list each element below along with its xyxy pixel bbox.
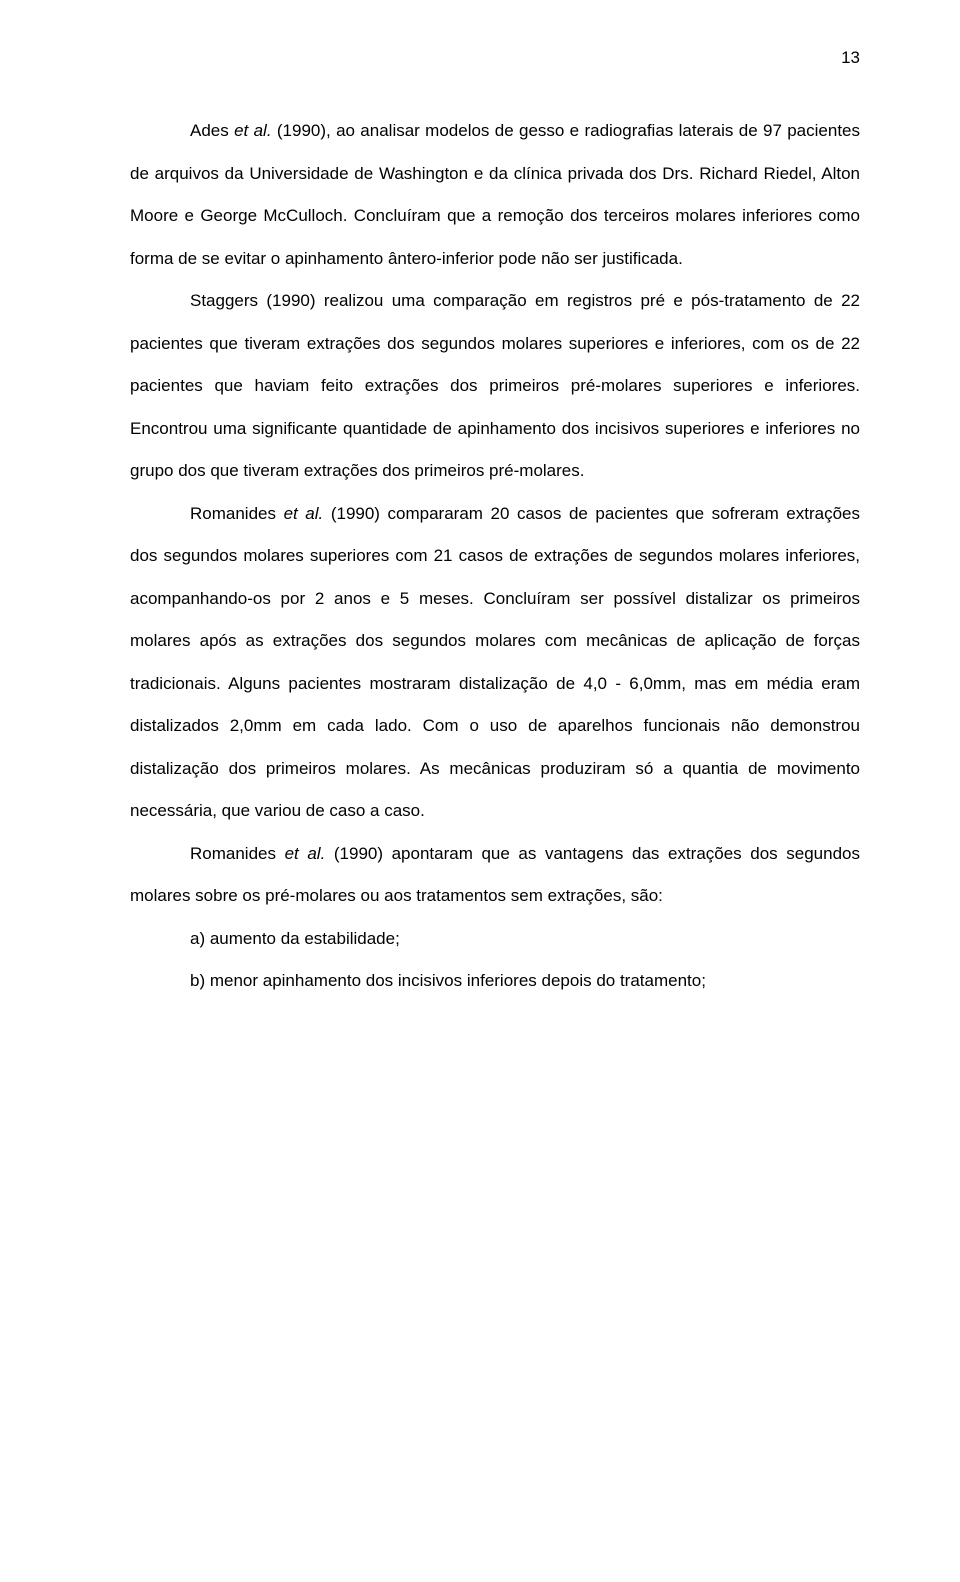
page-number: 13 <box>841 48 860 68</box>
paragraph-4: Romanides et al. (1990) apontaram que as… <box>130 833 860 918</box>
document-body: Ades et al. (1990), ao analisar modelos … <box>130 110 860 1003</box>
paragraph-1: Ades et al. (1990), ao analisar modelos … <box>130 110 860 280</box>
list-item-a: a) aumento da estabilidade; <box>130 918 860 961</box>
paragraph-2: Staggers (1990) realizou uma comparação … <box>130 280 860 493</box>
text: Ades <box>190 121 234 140</box>
paragraph-3: Romanides et al. (1990) compararam 20 ca… <box>130 493 860 833</box>
text: Romanides <box>190 504 284 523</box>
list-item-b: b) menor apinhamento dos incisivos infer… <box>130 960 860 1003</box>
text: (1990) compararam 20 casos de pacientes … <box>130 504 860 821</box>
text: Staggers (1990) realizou uma comparação … <box>130 291 860 480</box>
italic-text: et al. <box>284 504 324 523</box>
text: Romanides <box>190 844 285 863</box>
text: (1990), ao analisar modelos de gesso e r… <box>130 121 860 268</box>
italic-text: et al. <box>285 844 326 863</box>
italic-text: et al. <box>234 121 271 140</box>
